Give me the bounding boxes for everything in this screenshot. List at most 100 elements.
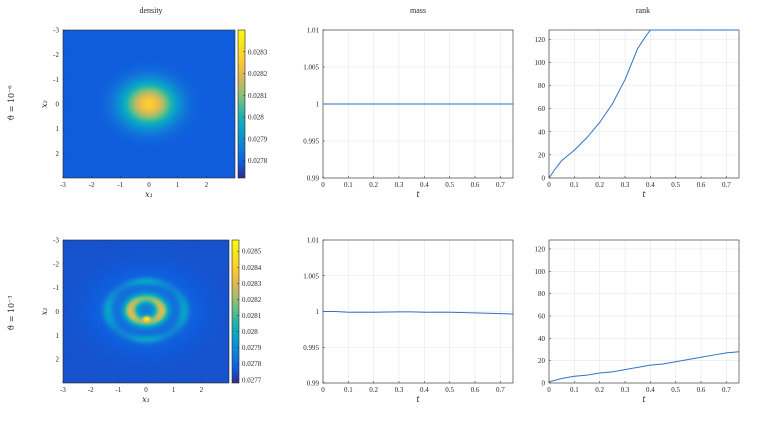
- x-tick-label: 0.6: [697, 181, 706, 189]
- y-tick-label: 120: [535, 245, 546, 253]
- series-line: [548, 29, 739, 179]
- x-tick-label: 0.4: [646, 181, 655, 189]
- colorbar-frame: [231, 239, 240, 384]
- y-tick-label: 0: [56, 308, 60, 316]
- panels: -3 -2 -1 0 1 2 -3 -2 -1 0 1 2 x₁ x₂ 0.0278 0.0279 0.028 0…: [40, 27, 740, 405]
- colorbar-tick-label: 0.0278: [248, 157, 268, 165]
- x-tick-label: 0.3: [395, 181, 404, 189]
- x-tick-label: 0.7: [496, 181, 505, 189]
- y-tick-label: -2: [53, 260, 59, 268]
- x-axis-label: x₁: [142, 395, 150, 404]
- x-tick-label: 0.6: [471, 386, 480, 394]
- colorbar-tick-label: 0.0282: [242, 296, 262, 304]
- row-label-2: ϑ = 10⁻³: [7, 295, 16, 330]
- x-tick-label: 0.7: [496, 386, 505, 394]
- colorbar-tick-label: 0.0281: [248, 92, 268, 100]
- x-tick-label: 0.6: [471, 181, 480, 189]
- colorbar: [238, 30, 245, 178]
- x-tick-label: 0: [321, 181, 325, 189]
- x-axis-label: t: [416, 190, 420, 199]
- x-tick-label: -3: [60, 386, 66, 394]
- x-tick-label: 0.4: [646, 386, 655, 394]
- colorbar-tick-label: 0.028: [242, 328, 258, 336]
- x-tick-label: 2: [200, 386, 204, 394]
- colorbar-tick-label: 0.0277: [242, 376, 262, 384]
- x-tick-label: 0: [321, 386, 325, 394]
- x-tick-label: 0: [144, 386, 148, 394]
- x-tick-label: 0.2: [369, 386, 378, 394]
- x-tick-label: -1: [117, 181, 123, 189]
- x-tick-label: 0.4: [420, 386, 429, 394]
- x-tick-label: 0.1: [570, 386, 579, 394]
- x-tick-label: 0: [547, 181, 551, 189]
- y-tick-label: 0.99: [307, 380, 320, 388]
- colorbar-tick-label: 0.0282: [248, 70, 268, 78]
- x-tick-label: 0.4: [420, 181, 429, 189]
- colorbar-tick-label: 0.0279: [248, 135, 268, 143]
- colorbar-tick-label: 0.0283: [248, 48, 268, 56]
- colorbar-tick-label: 0.028: [248, 114, 264, 122]
- density-panel-2: -3 -2 -1 0 1 2 -3 -2 -1 0 1 2 x₁ x₂ 0.0277 0.0278 0.0279…: [40, 237, 262, 405]
- y-tick-label: 1.01: [307, 237, 320, 245]
- x-tick-label: 0.5: [445, 181, 454, 189]
- y-tick-label: 1.01: [307, 27, 320, 35]
- y-tick-label: 100: [535, 59, 546, 67]
- x-axis-label: t: [416, 395, 420, 404]
- x-tick-label: 0.1: [570, 181, 579, 189]
- x-tick-label: 0.2: [595, 181, 604, 189]
- y-tick-label: 0.995: [303, 138, 319, 146]
- plot-frame: [548, 239, 740, 384]
- y-tick-label: 0.99: [307, 175, 320, 183]
- y-tick-label: 120: [535, 36, 546, 44]
- x-tick-label: 0.1: [344, 181, 353, 189]
- x-axis-label: x₁: [145, 190, 153, 199]
- x-axis-label: t: [642, 395, 646, 404]
- y-tick-label: 40: [538, 335, 546, 343]
- y-axis-label: x₂: [40, 308, 49, 316]
- rank-row1-panel: 0 0.1 0.2 0.3 0.4 0.5 0.6 0.7 0 20 40 60 80 100 120 t: [535, 29, 740, 199]
- x-tick-label: 0.2: [369, 181, 378, 189]
- y-tick-label: 1: [316, 308, 320, 316]
- rank-row2-panel: 0 0.1 0.2 0.3 0.4 0.5 0.6 0.7 0 20 40 60 80 100 120 t: [535, 239, 740, 404]
- colorbar-frame: [237, 29, 246, 179]
- y-tick-label: 1: [56, 125, 60, 133]
- y-tick-label: 0.995: [303, 344, 319, 352]
- y-tick-label: 0: [56, 101, 60, 109]
- y-tick-label: -3: [53, 237, 59, 245]
- mass-row2-panel: 0 0.1 0.2 0.3 0.4 0.5 0.6 0.7 0.99 0.995 1 1.005 1.0…: [303, 237, 514, 404]
- density-panel-1: -3 -2 -1 0 1 2 -3 -2 -1 0 1 2 x₁ x₂ 0.0278 0.0279 0.028 0…: [40, 27, 268, 200]
- y-tick-label: 80: [538, 290, 546, 298]
- x-tick-label: 0.3: [621, 386, 630, 394]
- x-tick-label: 0.1: [344, 386, 353, 394]
- x-axis-label: t: [642, 190, 646, 199]
- x-tick-label: 0.5: [671, 386, 680, 394]
- colorbar-tick-label: 0.0278: [242, 360, 262, 368]
- column-title-density: density: [139, 6, 162, 15]
- colorbar-tick-label: 0.0281: [242, 312, 262, 320]
- y-tick-label: -3: [53, 27, 59, 35]
- y-tick-label: 0: [542, 175, 546, 183]
- colorbar: [232, 240, 239, 383]
- y-tick-label: 20: [538, 357, 546, 365]
- density-heatmap: [63, 240, 229, 383]
- y-tick-label: 20: [538, 151, 546, 159]
- x-tick-label: 0.2: [595, 386, 604, 394]
- y-tick-label: 60: [538, 105, 546, 113]
- x-tick-label: 0.6: [697, 386, 706, 394]
- y-tick-label: -2: [53, 51, 59, 59]
- colorbar-tick-label: 0.0283: [242, 280, 262, 288]
- x-tick-label: 0.7: [722, 386, 731, 394]
- colorbar-tick-label: 0.0279: [242, 344, 262, 352]
- y-tick-label: 80: [538, 82, 546, 90]
- y-tick-label: 40: [538, 128, 546, 136]
- x-tick-label: 0: [147, 181, 151, 189]
- x-tick-label: 0.3: [395, 386, 404, 394]
- y-tick-label: 100: [535, 268, 546, 276]
- row-label-1: ϑ = 10⁻⁶: [7, 85, 16, 120]
- y-tick-label: 2: [56, 356, 60, 364]
- colorbar-tick-label: 0.0285: [242, 248, 262, 256]
- y-tick-label: 0: [542, 380, 546, 388]
- x-tick-label: 1: [172, 386, 176, 394]
- y-tick-label: 1: [316, 101, 320, 109]
- x-tick-label: -2: [88, 386, 94, 394]
